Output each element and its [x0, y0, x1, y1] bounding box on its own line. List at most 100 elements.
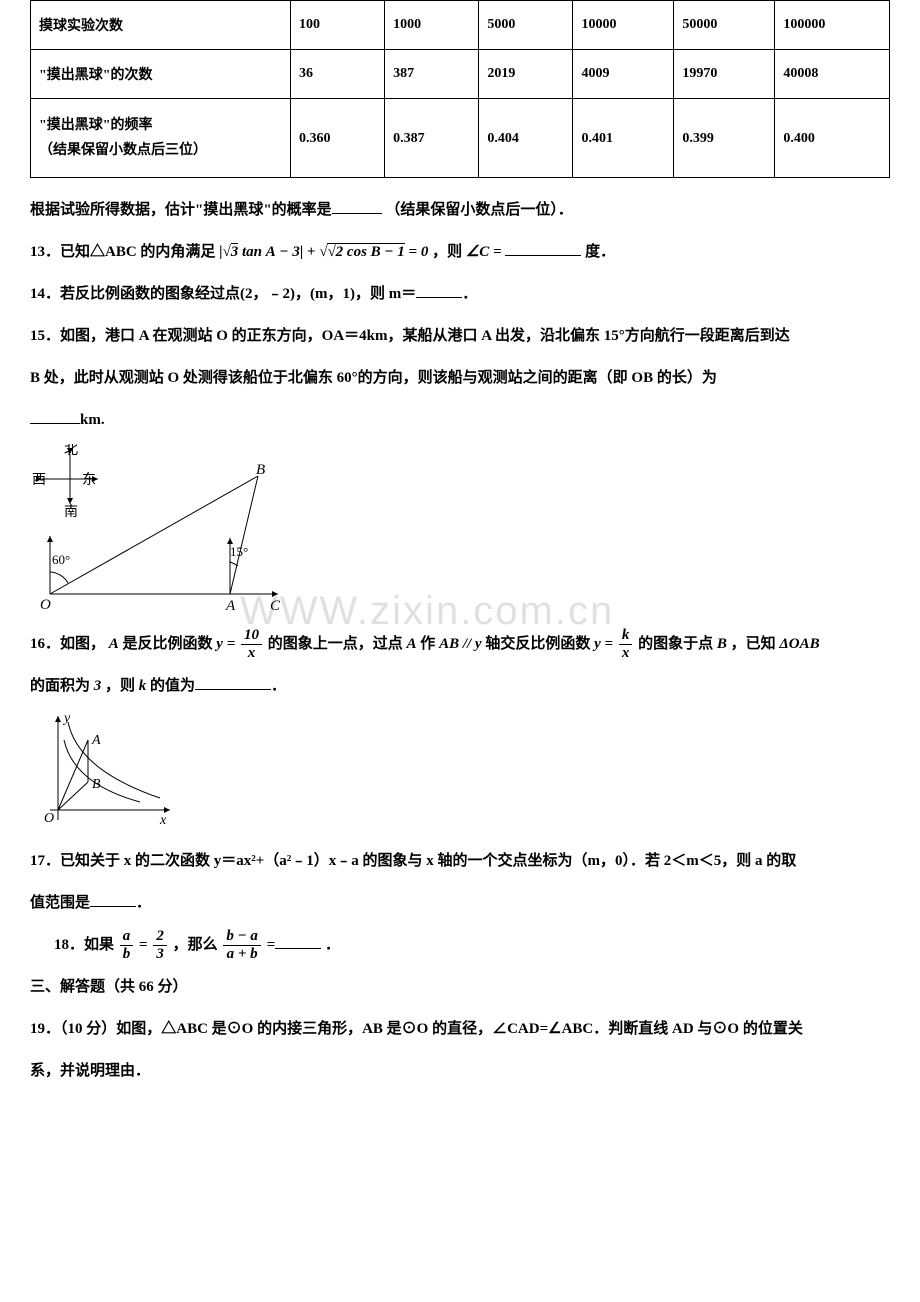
label-60: 60°: [52, 552, 70, 567]
q16-line2: 的面积为 3 ，则 k 的值为 ．: [30, 668, 890, 704]
cell: 1000: [385, 1, 479, 50]
experiment-table: 摸球实验次数 100 1000 5000 10000 50000 100000 …: [30, 0, 890, 178]
q16-yeq: y = 10x: [216, 636, 267, 652]
cell: 50000: [674, 1, 775, 50]
q15-a: 15．如图，港口 A 在观测站 O 的正东方向，OA＝4km，某船从港口 A 出…: [30, 328, 790, 344]
q15-b: B 处，此时从观测站 O 处测得该船位于北偏东 60°的方向，则该船与观测站之间…: [30, 370, 717, 386]
q18-b: ，那么: [173, 937, 218, 953]
cell: "摸出黑球"的频率 （结果保留小数点后三位）: [31, 99, 291, 178]
q16-h: 的面积为: [30, 678, 90, 694]
cell: 100: [291, 1, 385, 50]
blank: [30, 409, 80, 424]
section-3: 三、解答题（共 66 分）: [30, 969, 890, 1005]
q16-tri: ΔOAB: [779, 636, 819, 652]
blank: [90, 892, 136, 907]
q16-d: 作: [420, 636, 439, 652]
q15-c: km.: [80, 412, 105, 428]
q15-line2: B 处，此时从观测站 O 处测得该船位于北偏东 60°的方向，则该船与观测站之间…: [30, 360, 890, 396]
q14-end: ．: [462, 286, 477, 302]
q16-A: A: [109, 636, 119, 652]
q19: 19．（10 分）如图，△ABC 是⊙O 的内接三角形，AB 是⊙O 的直径，∠…: [30, 1011, 890, 1047]
q16-a: 16．如图，: [30, 636, 105, 652]
eq1: =: [139, 937, 148, 953]
blank: [275, 934, 321, 949]
label-C: C: [270, 598, 281, 614]
q18-frac2: 23: [153, 929, 167, 962]
blank: [416, 283, 462, 298]
q18-eq: =: [267, 937, 276, 953]
q17-end: ．: [136, 895, 151, 911]
q16-i: ，则: [105, 678, 135, 694]
label-north: 北: [64, 444, 78, 458]
blank: [505, 241, 581, 256]
label-15: 15°: [230, 544, 248, 559]
q14: 14．若反比例函数的图象经过点(2，﹣2)，(m，1)，则 m＝ ．: [30, 276, 890, 312]
cell: 0.400: [775, 99, 890, 178]
figure-15: 北 南 西 东 O A C B 60° 15°: [30, 444, 890, 619]
cell: 0.360: [291, 99, 385, 178]
q13-b: ，则: [432, 244, 462, 260]
q16-ABy: AB // y: [439, 636, 482, 652]
cell: 2019: [479, 50, 573, 99]
q16-b: 是反比例函数: [123, 636, 217, 652]
q16-A2: A: [407, 636, 417, 652]
q15: 15．如图，港口 A 在观测站 O 的正东方向，OA＝4km，某船从港口 A 出…: [30, 318, 890, 354]
cell: 19970: [674, 50, 775, 99]
cell: 40008: [775, 50, 890, 99]
q15-line3: km.: [30, 402, 890, 438]
q16-c: 的图象上一点，过点: [268, 636, 407, 652]
blank: [195, 675, 271, 690]
q16-j: 的值为: [150, 678, 195, 694]
label-O2: O: [44, 811, 54, 826]
label-south: 南: [64, 504, 78, 520]
q16: 16．如图， A 是反比例函数 y = 10x 的图象上一点，过点 A 作 AB…: [30, 626, 890, 662]
figure-16: O y x A B: [30, 710, 890, 835]
cell: 0.404: [479, 99, 573, 178]
q17-b: 值范围是: [30, 895, 90, 911]
label-B: B: [256, 462, 265, 478]
cell: 摸球实验次数: [31, 1, 291, 50]
label-A2: A: [91, 733, 101, 748]
figure-16-svg: O y x A B: [30, 710, 180, 830]
table-row: "摸出黑球"的频率 （结果保留小数点后三位） 0.360 0.387 0.404…: [31, 99, 890, 178]
q17-line2: 值范围是 ．: [30, 885, 890, 921]
label-y: y: [62, 711, 71, 726]
q18-frac3: b − aa + b: [223, 929, 261, 962]
q16-yeq2: y = kx: [594, 636, 638, 652]
q18-frac1: ab: [120, 929, 134, 962]
q14-text: 14．若反比例函数的图象经过点(2，﹣2)，(m，1)，则 m＝: [30, 286, 416, 302]
table-row: "摸出黑球"的次数 36 387 2019 4009 19970 40008: [31, 50, 890, 99]
label-west: 西: [32, 473, 46, 488]
q13-a: 13．已知△ABC 的内角满足: [30, 244, 215, 260]
label-B2: B: [92, 777, 101, 792]
q16-area: 3: [94, 678, 102, 694]
table-row: 摸球实验次数 100 1000 5000 10000 50000 100000: [31, 1, 890, 50]
cell: 100000: [775, 1, 890, 50]
cell: 0.387: [385, 99, 479, 178]
blank: [332, 199, 382, 214]
cell: 0.401: [573, 99, 674, 178]
cell: "摸出黑球"的次数: [31, 50, 291, 99]
q13-angle: ∠C =: [466, 244, 502, 260]
cell: 10000: [573, 1, 674, 50]
q16-f: 的图象于点: [638, 636, 717, 652]
q19-line2: 系，并说明理由．: [30, 1053, 890, 1089]
q18-a: 18．如果: [54, 937, 114, 953]
q16-e: 轴交反比例函数: [485, 636, 594, 652]
q19-b: 系，并说明理由．: [30, 1063, 150, 1079]
q13: 13．已知△ABC 的内角满足 |√3 tan A − 3| + √√2 cos…: [30, 234, 890, 270]
cell: 0.399: [674, 99, 775, 178]
q13-unit: 度．: [585, 244, 615, 260]
q18: 18．如果 ab = 23 ，那么 b − aa + b = ．: [30, 927, 890, 963]
label-A: A: [225, 598, 236, 614]
q12-suffix: （结果保留小数点后一位）．: [385, 202, 573, 218]
q16-g: ，已知: [731, 636, 780, 652]
q12-text: 根据试验所得数据，估计"摸出黑球"的概率是: [30, 202, 332, 218]
q16-B: B: [717, 636, 727, 652]
label-east: 东: [82, 472, 96, 488]
label-x: x: [159, 813, 167, 828]
cell: 387: [385, 50, 479, 99]
cell: 4009: [573, 50, 674, 99]
q16-end: ．: [271, 678, 286, 694]
q16-kvar: k: [139, 678, 147, 694]
